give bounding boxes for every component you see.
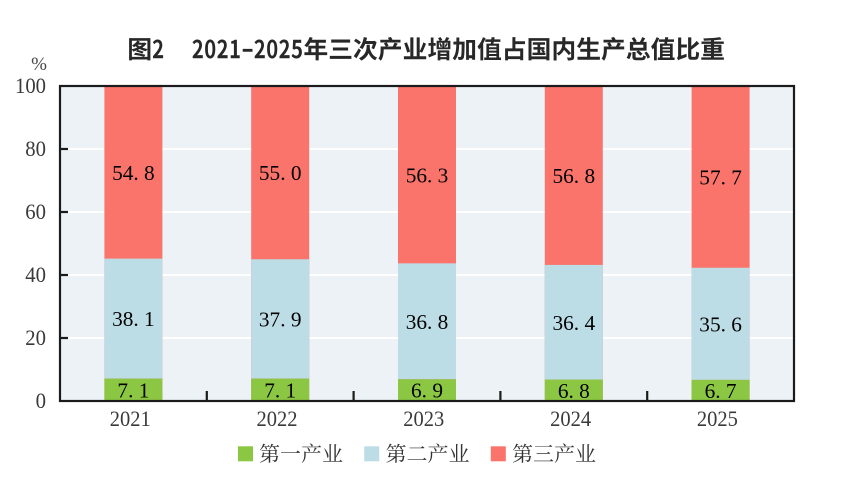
svg-text:7. 1: 7. 1: [117, 378, 149, 402]
svg-text:80: 80: [25, 136, 46, 161]
svg-text:55. 0: 55. 0: [259, 161, 302, 185]
svg-text:0: 0: [36, 388, 46, 413]
svg-text:36. 8: 36. 8: [406, 310, 449, 334]
svg-text:%: %: [31, 54, 47, 75]
svg-text:6. 8: 6. 8: [558, 379, 590, 403]
svg-text:2021: 2021: [110, 406, 151, 431]
svg-text:7. 1: 7. 1: [264, 378, 296, 402]
svg-text:60: 60: [25, 199, 46, 224]
svg-text:2025: 2025: [697, 406, 738, 431]
svg-text:35. 6: 35. 6: [699, 312, 742, 336]
svg-text:37. 9: 37. 9: [259, 308, 302, 332]
svg-text:2024: 2024: [550, 406, 591, 431]
svg-text:20: 20: [25, 325, 46, 350]
svg-text:2022: 2022: [257, 406, 298, 431]
svg-text:38. 1: 38. 1: [112, 307, 155, 331]
svg-text:56. 3: 56. 3: [406, 163, 449, 187]
svg-text:56. 8: 56. 8: [553, 164, 596, 188]
svg-text:100: 100: [15, 73, 46, 98]
svg-text:40: 40: [25, 262, 46, 287]
svg-text:2023: 2023: [403, 406, 444, 431]
svg-text:36. 4: 36. 4: [553, 311, 596, 335]
svg-text:57. 7: 57. 7: [699, 166, 742, 190]
svg-text:54. 8: 54. 8: [112, 161, 155, 185]
svg-text:6. 7: 6. 7: [705, 379, 737, 403]
svg-text:6. 9: 6. 9: [411, 379, 443, 403]
